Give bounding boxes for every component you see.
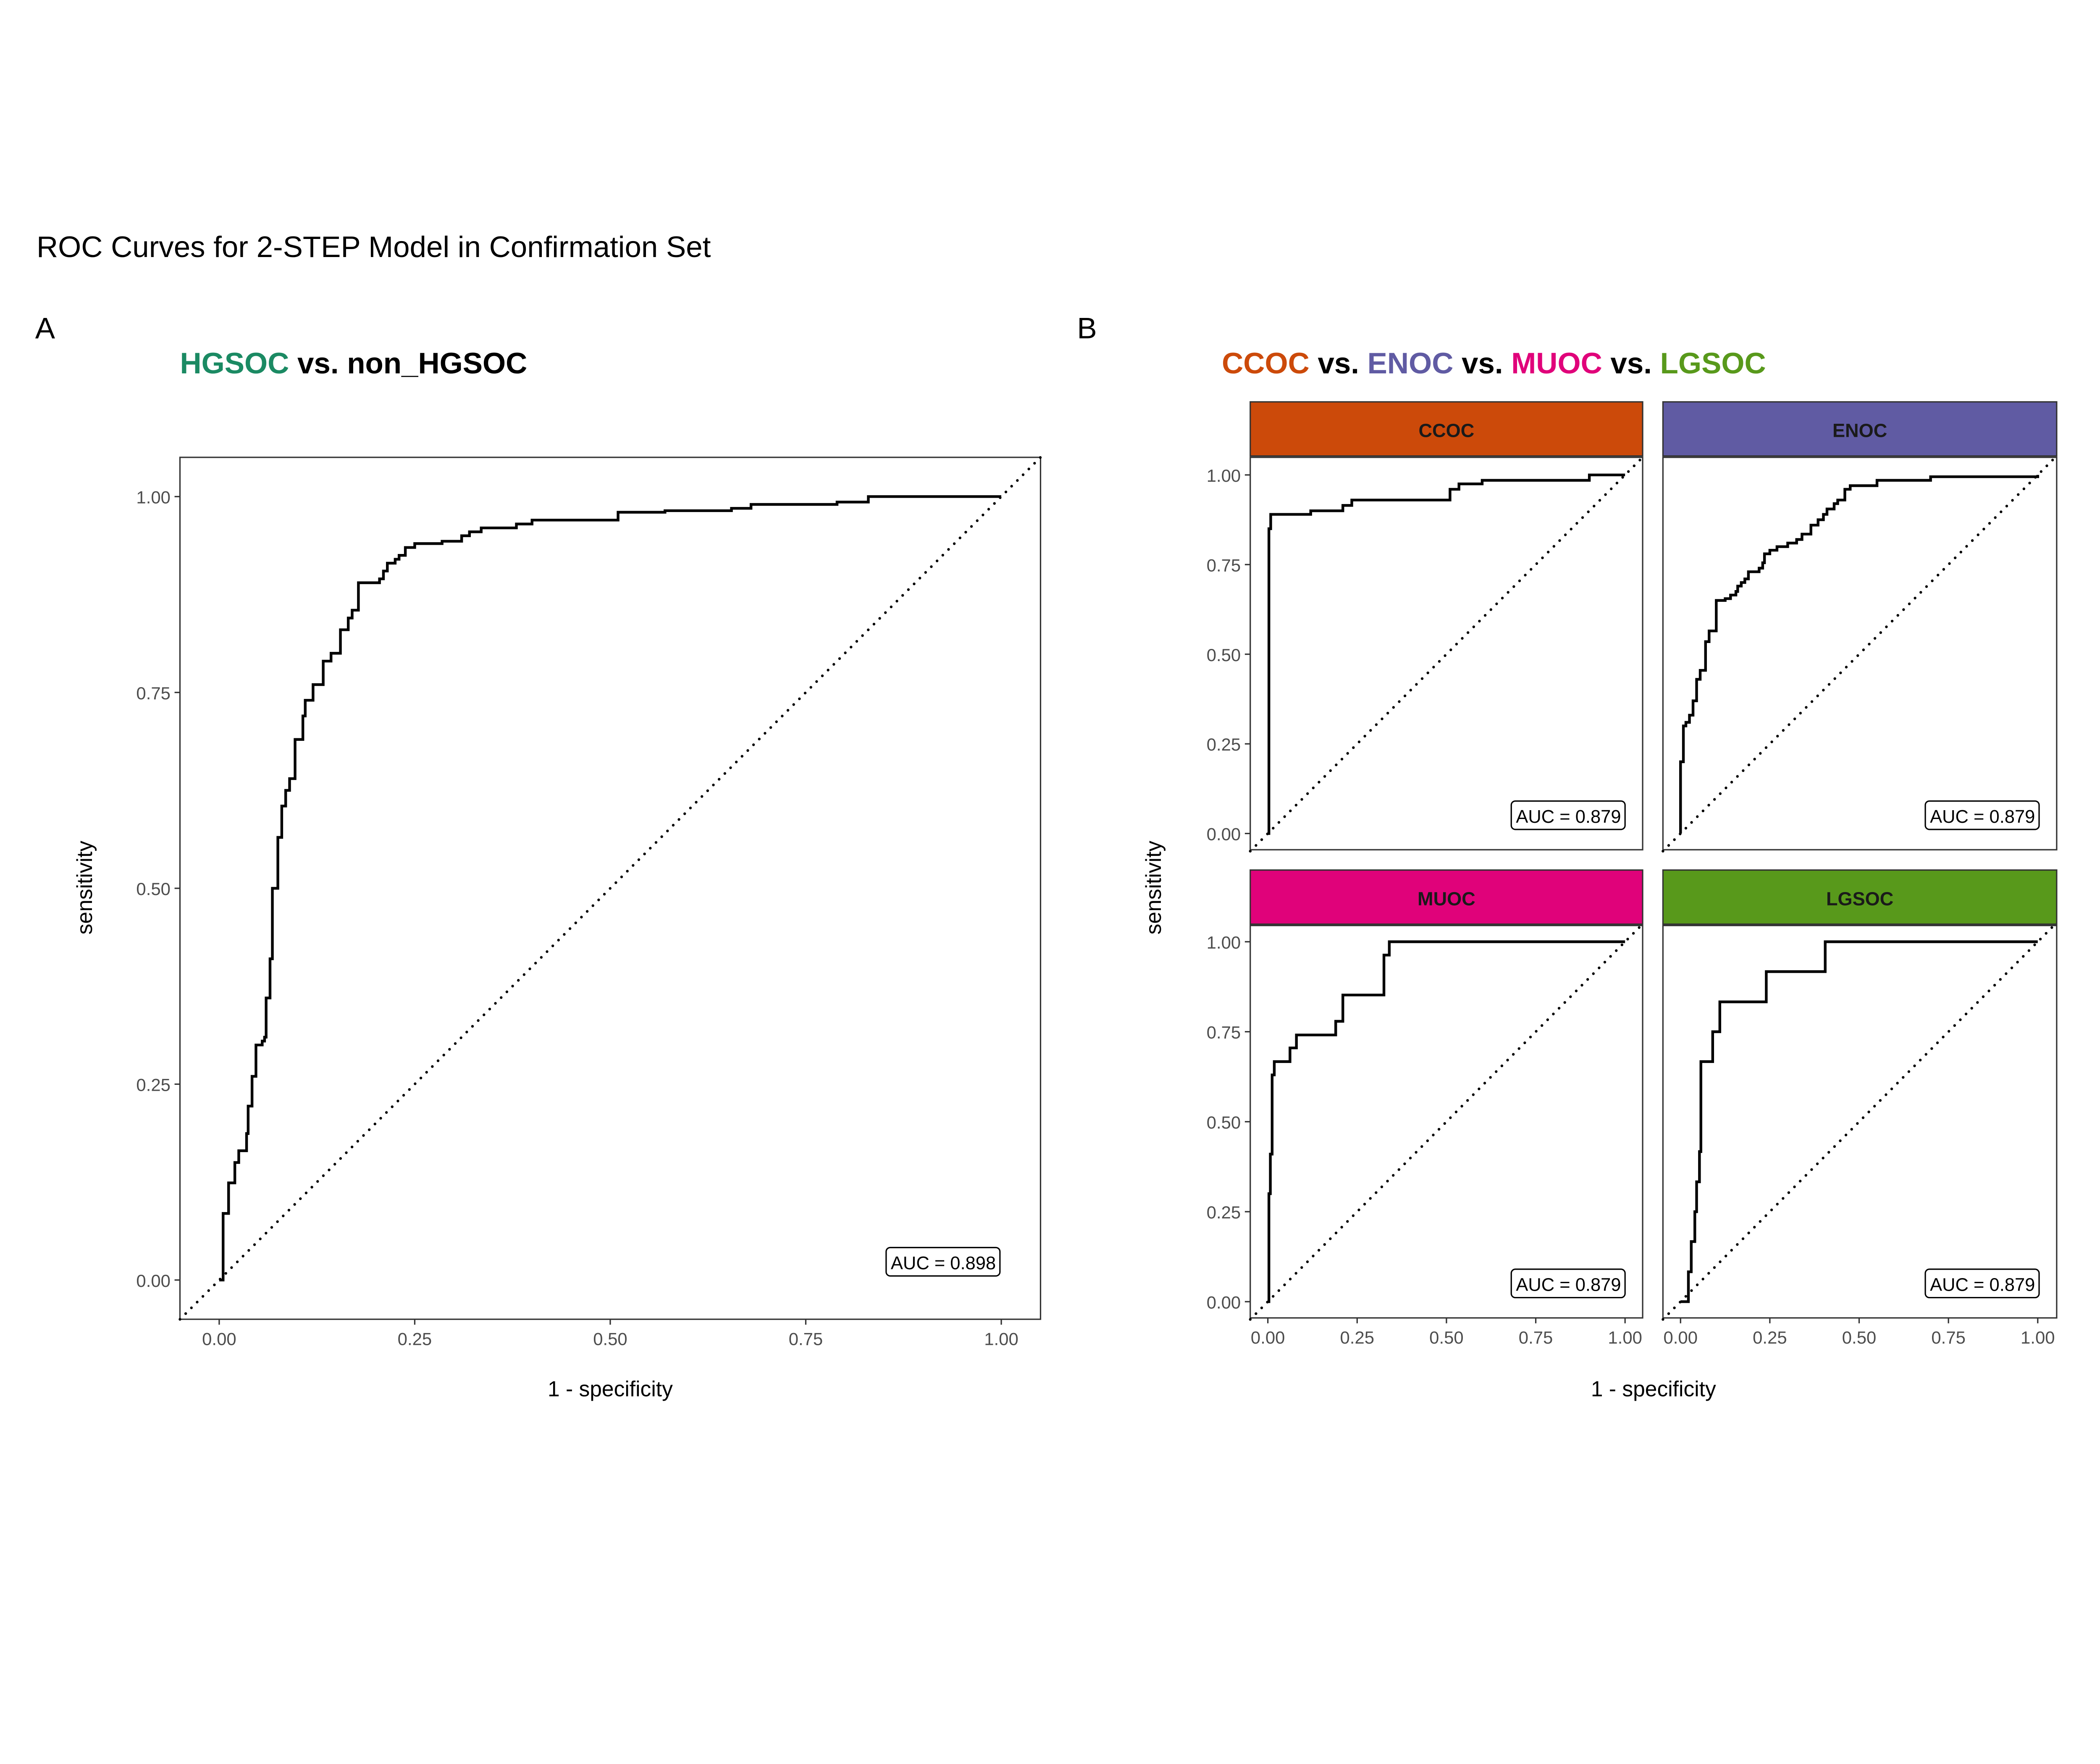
x-tick-label: 0.50 bbox=[1842, 1328, 1877, 1347]
facet-strip-label: ENOC bbox=[1832, 420, 1887, 441]
auc-label: AUC = 0.898 bbox=[891, 1253, 996, 1273]
roc-curve bbox=[219, 495, 1002, 1281]
subtitle-segment: HGSOC bbox=[180, 347, 289, 380]
auc-label-box bbox=[885, 1247, 1001, 1277]
x-tick-label: 0.00 bbox=[1251, 1328, 1285, 1347]
x-tick-label: 0.00 bbox=[202, 1329, 236, 1349]
subtitle-segment: ENOC bbox=[1368, 347, 1454, 380]
x-tick-label: 0.00 bbox=[1664, 1328, 1698, 1347]
x-tick-label: 0.25 bbox=[1340, 1328, 1375, 1347]
auc-label-box bbox=[1924, 1268, 2040, 1299]
roc-curve bbox=[1679, 475, 2040, 834]
subtitle-segment: vs. non_HGSOC bbox=[289, 347, 527, 380]
auc-label-box bbox=[1924, 800, 2040, 830]
auc-label-box bbox=[1510, 800, 1626, 830]
x-tick-label: 0.25 bbox=[398, 1329, 432, 1349]
subtitle-segment: vs. bbox=[1602, 347, 1660, 380]
y-tick-label: 0.75 bbox=[1207, 1023, 1241, 1042]
y-tick-label: 0.25 bbox=[1207, 735, 1241, 754]
facet-strip bbox=[1662, 401, 2058, 457]
auc-label: AUC = 0.879 bbox=[1516, 1275, 1621, 1295]
plot-area bbox=[1662, 924, 2058, 1319]
auc-label: AUC = 0.879 bbox=[1516, 807, 1621, 827]
x-tick-label: 1.00 bbox=[984, 1329, 1018, 1349]
auc-label-box bbox=[1510, 1268, 1626, 1299]
plots-group: AUC = 0.898 0.00 0.25 0.50 0.75 1.00 0.00 0.25 0… bbox=[136, 401, 2058, 1349]
facet-strip bbox=[1662, 869, 2058, 925]
x-tick-label: 0.75 bbox=[1519, 1328, 1553, 1347]
y-tick-label: 0.50 bbox=[136, 879, 171, 899]
y-tick-label: 1.00 bbox=[1207, 932, 1241, 952]
y-tick-label: 0.00 bbox=[136, 1271, 171, 1291]
roc-figure: ROC Curves for 2-STEP Model in Confirmat… bbox=[35, 231, 2058, 1401]
y-tick-label: 0.00 bbox=[1207, 824, 1241, 844]
panel-label-b: B bbox=[1077, 312, 1097, 345]
plot-area bbox=[1662, 457, 2058, 850]
x-tick-label: 0.50 bbox=[593, 1329, 627, 1349]
panel-b-y-axis-label: sensitivity bbox=[1141, 840, 1166, 934]
x-tick-label: 0.75 bbox=[789, 1329, 823, 1349]
y-tick-label: 0.25 bbox=[136, 1075, 171, 1095]
roc-curve bbox=[1268, 473, 1625, 835]
panel-a-roc: AUC = 0.898 0.00 0.25 0.50 0.75 1.00 0.00 0.25 0… bbox=[136, 456, 1042, 1349]
roc-curve bbox=[1268, 940, 1625, 1303]
y-tick-label: 0.75 bbox=[136, 683, 171, 703]
panel-a-y-axis-label: sensitivity bbox=[72, 840, 97, 934]
y-tick-label: 0.25 bbox=[1207, 1202, 1241, 1222]
auc-label: AUC = 0.879 bbox=[1930, 1275, 2035, 1295]
panel-a-x-axis-label: 1 - specificity bbox=[548, 1377, 673, 1401]
subtitle-segment: CCOC bbox=[1222, 347, 1310, 380]
x-tick-label: 1.00 bbox=[1608, 1328, 1642, 1347]
y-tick-label: 0.75 bbox=[1207, 555, 1241, 575]
subtitle-segment: vs. bbox=[1310, 347, 1368, 380]
panel-b-x-axis-label: 1 - specificity bbox=[1591, 1377, 1716, 1401]
y-tick-label: 1.00 bbox=[136, 487, 171, 507]
x-tick-label: 0.50 bbox=[1429, 1328, 1464, 1347]
subtitle-segment: MUOC bbox=[1511, 347, 1602, 380]
facet-strip-label: MUOC bbox=[1418, 888, 1475, 909]
x-tick-label: 0.75 bbox=[1931, 1328, 1966, 1347]
y-tick-label: 0.50 bbox=[1207, 1113, 1241, 1132]
facet-ccoc: AUC = 0.879 0.00 0.25 0.50 0.75 1.00 CCOC bbox=[1207, 401, 1644, 853]
y-tick-label: 0.50 bbox=[1207, 645, 1241, 665]
facet-muoc: AUC = 0.879 0.00 0.25 0.50 0.75 1.00 0.00 0.25 0… bbox=[1207, 869, 1644, 1347]
reference-diagonal bbox=[178, 456, 1042, 1321]
facet-strip bbox=[1250, 401, 1643, 457]
x-tick-label: 1.00 bbox=[2021, 1328, 2055, 1347]
plot-area bbox=[1250, 457, 1643, 850]
facet-strip-label: CCOC bbox=[1419, 420, 1475, 441]
facet-strip-label: LGSOC bbox=[1826, 888, 1893, 909]
y-tick-label: 1.00 bbox=[1207, 466, 1241, 486]
subtitle-segment: vs. bbox=[1453, 347, 1511, 380]
facet-enoc: AUC = 0.879 ENOC bbox=[1662, 401, 2058, 853]
facet-lgsoc: AUC = 0.879 0.00 0.25 0.50 0.75 1.00 LGSOC bbox=[1662, 869, 2058, 1347]
subtitle-segment: LGSOC bbox=[1660, 347, 1766, 380]
panel-b-subtitle: CCOC vs. ENOC vs. MUOC vs. LGSOC bbox=[1222, 347, 1766, 380]
x-tick-label: 0.25 bbox=[1753, 1328, 1787, 1347]
roc-curve bbox=[1680, 940, 2038, 1303]
facet-strip bbox=[1250, 869, 1643, 925]
y-tick-label: 0.00 bbox=[1207, 1292, 1241, 1312]
panel-a-subtitle: HGSOC vs. non_HGSOC bbox=[180, 347, 527, 380]
plot-area bbox=[1250, 924, 1643, 1319]
figure-title: ROC Curves for 2-STEP Model in Confirmat… bbox=[37, 231, 711, 264]
reference-diagonal bbox=[1249, 456, 1644, 853]
panel-label-a: A bbox=[35, 312, 55, 345]
auc-label: AUC = 0.879 bbox=[1930, 807, 2035, 827]
